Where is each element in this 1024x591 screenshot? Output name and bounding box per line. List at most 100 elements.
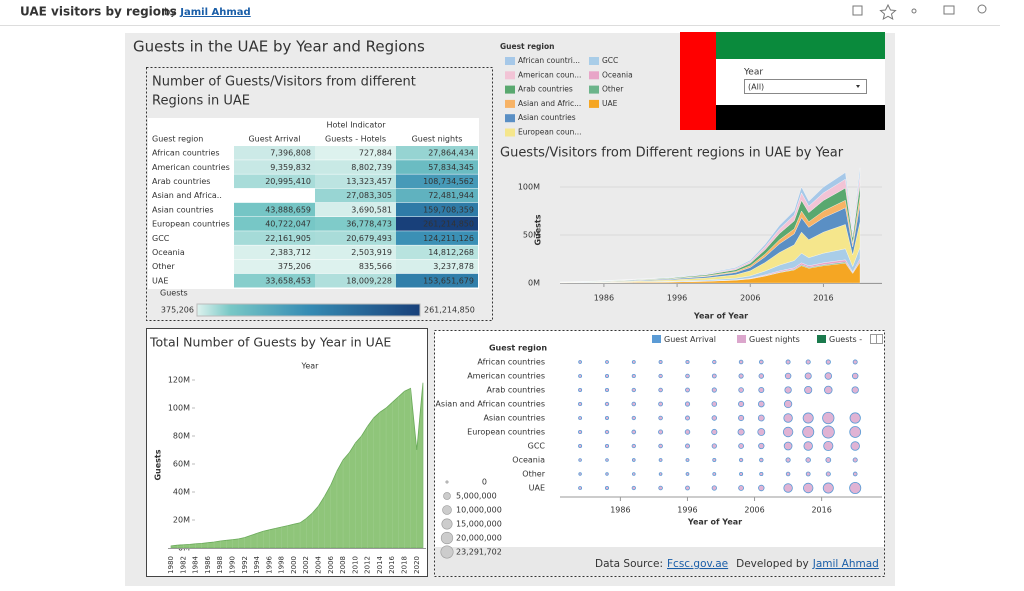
row-label: Asian and African countries xyxy=(435,400,545,409)
bubble xyxy=(631,373,636,379)
x-tick-label: 2006 xyxy=(327,555,335,573)
bubble xyxy=(658,401,663,407)
bubble xyxy=(758,484,765,492)
bubble xyxy=(852,359,858,365)
row-label: Other xyxy=(152,262,175,271)
bubble xyxy=(738,443,745,449)
cell-value: 7,396,808 xyxy=(270,149,311,158)
heat-cell xyxy=(315,231,396,245)
heat-cell xyxy=(315,273,396,288)
bubble xyxy=(604,443,610,449)
bubble xyxy=(685,458,690,462)
bubble xyxy=(738,400,745,408)
bubble xyxy=(605,360,609,364)
area-segment xyxy=(559,167,861,283)
legend-label: Other xyxy=(602,85,624,94)
bubble xyxy=(804,372,812,380)
source-link[interactable]: Fcsc.gov.ae xyxy=(667,558,728,570)
cell-value: 18,009,228 xyxy=(346,276,392,285)
bubble xyxy=(711,401,718,407)
heat-cell xyxy=(234,245,315,260)
scroll-right[interactable] xyxy=(876,334,883,344)
icon-comment[interactable] xyxy=(943,5,955,15)
row-label: Oceania xyxy=(512,456,545,465)
cell-value: 124,211,126 xyxy=(423,234,474,243)
x-tick-label: 1986 xyxy=(204,555,212,573)
legend-swatch xyxy=(737,335,746,343)
legend-scroll[interactable] xyxy=(870,334,883,344)
size-legend-circle xyxy=(442,505,452,515)
heat-cell xyxy=(315,146,396,160)
size-legend-circle xyxy=(443,492,451,500)
header-icons xyxy=(852,3,987,21)
year-dropdown[interactable] xyxy=(744,79,867,94)
heat-cell xyxy=(234,273,315,288)
legend-label: African countri... xyxy=(518,56,580,65)
cell-value: 8,802,739 xyxy=(351,163,392,172)
bubble xyxy=(578,374,583,378)
x-tick-label: 2010 xyxy=(351,556,359,574)
bubble xyxy=(785,359,791,365)
cell-value: 22,161,905 xyxy=(265,234,311,243)
icon-revert[interactable] xyxy=(852,5,863,16)
heat-cell xyxy=(234,160,315,174)
cell-value: 153,651,679 xyxy=(423,276,474,285)
filter-value[interactable]: (All) xyxy=(748,83,764,92)
size-legend-label: 23,291,702 xyxy=(456,548,502,557)
cell-value: 20,679,493 xyxy=(346,234,392,243)
table-title-line: Regions in UAE xyxy=(152,94,250,109)
developer-link[interactable]: Jamil Ahmad xyxy=(812,558,879,570)
heat-legend-bar xyxy=(196,303,421,317)
cell-value: 835,566 xyxy=(359,262,392,271)
legend-label: Guests - xyxy=(829,335,862,344)
bubble xyxy=(851,386,859,394)
icon-share[interactable] xyxy=(911,8,917,14)
bubble xyxy=(605,415,610,420)
row-label: Other xyxy=(522,470,545,479)
bubble xyxy=(758,387,765,393)
x-tick-label: 2006 xyxy=(744,506,764,515)
bubble xyxy=(803,441,813,451)
x-tick-label: 1982 xyxy=(179,556,187,574)
bubble xyxy=(783,399,793,409)
column-header: Guest nights xyxy=(412,135,463,144)
row-label: Arab countries xyxy=(487,386,545,395)
row-label: Asian countries xyxy=(152,205,214,214)
scroll-left[interactable] xyxy=(870,334,877,344)
bubble xyxy=(783,483,793,493)
bubble xyxy=(658,373,663,379)
x-tick-label: 2014 xyxy=(376,555,384,573)
x-tick-label: 1980 xyxy=(167,556,175,574)
x-tick-label: 2016 xyxy=(811,506,831,515)
bubble xyxy=(821,425,835,439)
legend-swatch xyxy=(817,335,826,343)
bubble xyxy=(631,458,636,462)
icon-badge[interactable] xyxy=(977,4,987,14)
cell-value: 3,690,581 xyxy=(351,205,392,214)
bubble xyxy=(804,385,813,395)
legend-label: European coun... xyxy=(518,128,581,137)
bubble xyxy=(685,387,690,393)
legend-label: GCC xyxy=(602,56,618,65)
row-label: American countries xyxy=(152,163,230,172)
x-tick-label: 2002 xyxy=(302,556,310,574)
x-tick-label: 1992 xyxy=(241,556,249,574)
cell-value: 72,481,944 xyxy=(428,191,474,200)
cell-value: 27,083,305 xyxy=(346,191,392,200)
icon-favorite[interactable] xyxy=(879,3,897,21)
bubble xyxy=(849,426,862,438)
legend-label: Asian countries xyxy=(518,113,576,122)
bubble xyxy=(578,360,582,364)
heat-cell xyxy=(396,273,478,288)
heat-cell xyxy=(234,146,315,160)
bubble xyxy=(658,472,663,476)
bubble xyxy=(738,387,744,393)
bubble xyxy=(849,481,862,494)
row-label: European countries xyxy=(152,220,230,229)
bubble xyxy=(785,457,791,463)
legend-swatch xyxy=(505,128,515,137)
cell-value: 27,864,434 xyxy=(428,149,474,158)
legend-label: Arab countries xyxy=(518,85,573,94)
bubble xyxy=(802,412,814,424)
